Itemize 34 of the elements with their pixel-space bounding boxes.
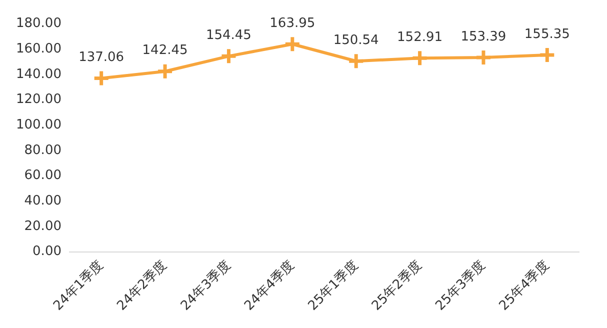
data-label: 153.39: [460, 29, 506, 44]
y-tick-label: 180.00: [16, 16, 62, 32]
x-tick-label: 24年2季度: [114, 257, 170, 314]
point: [284, 35, 302, 53]
y-tick-label: 80.00: [24, 142, 62, 158]
data-label: 137.06: [78, 50, 124, 66]
point: [92, 69, 110, 87]
y-tick-label: 20.00: [24, 218, 62, 234]
data-label: 154.45: [206, 28, 252, 44]
y-tick-label: 100.00: [16, 118, 62, 133]
y-tick-label: 0.00: [32, 244, 62, 260]
y-tick-label: 120.00: [16, 92, 62, 108]
point: [347, 52, 365, 70]
x-tick-label: 24年4季度: [241, 257, 298, 314]
y-tick-label: 140.00: [16, 66, 62, 82]
y-tick-label: 60.00: [24, 168, 62, 184]
point: [411, 49, 429, 67]
point: [538, 46, 556, 64]
x-tick-label: 24年1季度: [50, 257, 107, 314]
x-tick-label: 25年2季度: [368, 257, 425, 314]
x-tick-label: 24年3季度: [177, 257, 234, 314]
data-label: 163.95: [270, 16, 316, 32]
point: [220, 47, 238, 65]
y-tick-label: 40.00: [24, 194, 62, 209]
x-tick-label: 25年3季度: [432, 257, 489, 314]
data-label: 155.35: [524, 26, 570, 42]
x-tick-label: 25年1季度: [304, 257, 362, 314]
data-label: 150.54: [333, 33, 379, 48]
y-tick-label: 160.00: [16, 42, 62, 57]
data-label: 152.91: [397, 30, 443, 45]
point: [474, 48, 492, 66]
x-tick-label: 25年4季度: [496, 257, 552, 314]
point: [156, 62, 174, 80]
data-label: 142.45: [142, 43, 188, 58]
